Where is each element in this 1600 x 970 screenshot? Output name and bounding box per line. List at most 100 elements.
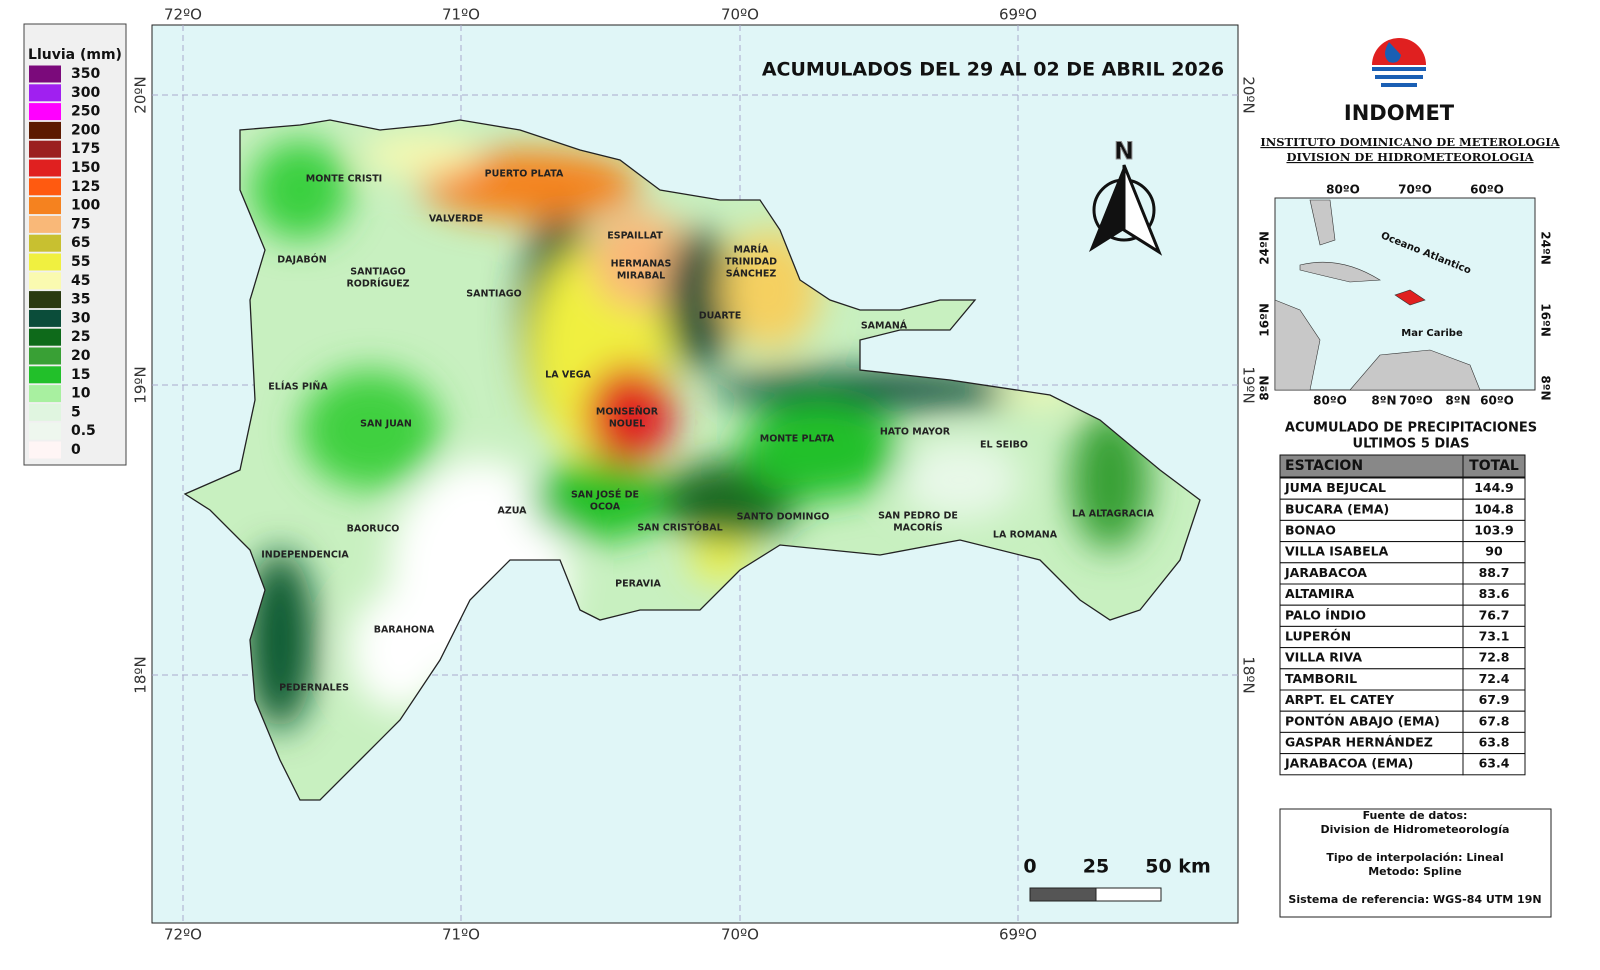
logo — [1372, 38, 1426, 87]
map-title: ACUMULADOS DEL 29 AL 02 DE ABRIL 2026 — [762, 59, 1224, 81]
province-label: DUARTE — [699, 311, 742, 322]
brand: INDOMET — [1344, 101, 1455, 125]
legend-label: 200 — [71, 122, 100, 138]
province-label: SAN CRISTÓBAL — [637, 522, 722, 534]
blob — [300, 370, 440, 490]
legend-label: 350 — [71, 66, 100, 82]
institute-line: INSTITUTO DOMINICANO DE METEROLOGIA — [1260, 135, 1560, 149]
province-label: ESPAILLAT — [607, 231, 663, 242]
province-label: MARÍA — [733, 244, 769, 256]
province-label: SÁNCHEZ — [726, 268, 777, 280]
inset-bottom: 8ºN — [1445, 394, 1470, 408]
inset-land — [1274, 299, 1321, 391]
inset-left: 8ºN — [1258, 375, 1272, 400]
province-label: SAN JUAN — [360, 419, 412, 430]
station-name: JUMA BEJUCAL — [1284, 480, 1386, 495]
legend-label: 125 — [71, 179, 100, 195]
province-label: DAJABÓN — [277, 254, 326, 266]
province-label: BARAHONA — [374, 625, 435, 636]
legend-label: 175 — [71, 141, 100, 157]
station-name: GASPAR HERNÁNDEZ — [1285, 735, 1433, 750]
province-label: LA ROMANA — [993, 530, 1058, 541]
station-total: 72.8 — [1479, 650, 1510, 665]
inset-bottom: 70ºO — [1399, 394, 1433, 408]
blob — [900, 440, 1020, 520]
lon-label: 69ºO — [999, 6, 1037, 24]
legend-swatch — [29, 385, 61, 403]
table-title: ULTIMOS 5 DIAS — [1353, 437, 1470, 452]
blob — [690, 540, 750, 580]
station-total: 73.1 — [1479, 629, 1510, 644]
legend-label: 25 — [71, 329, 90, 345]
blob — [740, 400, 900, 500]
legend-swatch — [29, 309, 61, 327]
lon-label: 70ºO — [721, 926, 759, 944]
lat-label: 18ºN — [1240, 656, 1258, 693]
station-total: 67.9 — [1479, 692, 1510, 707]
province-label: BAORUCO — [347, 524, 400, 535]
station-name: JARABACOA (EMA) — [1284, 756, 1413, 771]
province-label: HATO MAYOR — [880, 427, 951, 438]
scale-label: 25 — [1083, 856, 1109, 878]
legend-swatch — [29, 65, 61, 83]
inset-bottom: 60ºO — [1480, 394, 1514, 408]
source-line: Fuente de datos: — [1363, 809, 1468, 822]
legend-swatch — [29, 403, 61, 421]
inset-right: 24ºN — [1539, 231, 1553, 265]
province-label: SAMANÁ — [861, 320, 908, 332]
lat-label: 19ºN — [132, 366, 150, 403]
scale-bar — [1029, 887, 1162, 902]
inset-dr — [1394, 289, 1426, 306]
legend-label: 10 — [71, 386, 91, 402]
rain-blobs — [245, 135, 1150, 730]
province-label: OCOA — [590, 502, 621, 513]
scale-label: 50 km — [1145, 856, 1211, 878]
source-box — [1279, 808, 1552, 918]
province-label: PERAVIA — [615, 579, 661, 590]
legend-swatch — [29, 272, 61, 290]
inset-left: 24ºN — [1258, 231, 1272, 265]
province-label: PEDERNALES — [279, 683, 349, 694]
lat-label: 20ºN — [132, 76, 150, 113]
legend-label: 75 — [71, 216, 90, 232]
station-name: BUCARA (EMA) — [1285, 501, 1389, 516]
station-total: 63.4 — [1479, 756, 1510, 771]
legend-swatch — [29, 234, 61, 252]
blob — [665, 230, 735, 370]
legend-swatch — [29, 291, 61, 309]
logo-drop — [1385, 42, 1401, 63]
lat-label: 20ºN — [1240, 76, 1258, 113]
station-name: VILLA RIVA — [1285, 650, 1362, 665]
legend-swatch — [29, 441, 61, 459]
legend-swatch — [29, 422, 61, 440]
blob — [585, 365, 675, 465]
station-total: 144.9 — [1474, 480, 1514, 495]
blob — [420, 150, 640, 220]
blob — [350, 590, 450, 710]
legend-swatch — [29, 197, 61, 215]
province-label: MONTE CRISTI — [306, 174, 382, 185]
province-label: MONSEÑOR — [596, 407, 659, 418]
legend-label: 5 — [71, 404, 81, 420]
logo-line — [1375, 75, 1423, 79]
inset-land — [1299, 261, 1381, 283]
station-name: VILLA ISABELA — [1285, 544, 1389, 559]
province-label: LA ALTAGRACIA — [1072, 509, 1155, 520]
province-label: HERMANAS — [611, 259, 672, 270]
lon-label: 72ºO — [164, 926, 202, 944]
scale-label: 0 — [1023, 856, 1036, 878]
scale-seg — [1095, 887, 1162, 902]
station-total: 63.8 — [1479, 735, 1510, 750]
lon-label: 71ºO — [442, 926, 480, 944]
station-name: TAMBORIL — [1285, 671, 1357, 686]
province-label: SAN PEDRO DE — [878, 511, 958, 522]
legend-label: 65 — [71, 235, 90, 251]
inset-bottom: 8ºN — [1371, 394, 1396, 408]
province-label: SANTO DOMINGO — [737, 512, 830, 523]
inset-left: 16ºN — [1258, 303, 1272, 337]
inset-right: 8ºN — [1539, 375, 1553, 400]
blob — [250, 140, 350, 240]
lon-label: 70ºO — [721, 6, 759, 24]
station-name: BONAO — [1285, 523, 1336, 538]
legend-swatch — [29, 366, 61, 384]
